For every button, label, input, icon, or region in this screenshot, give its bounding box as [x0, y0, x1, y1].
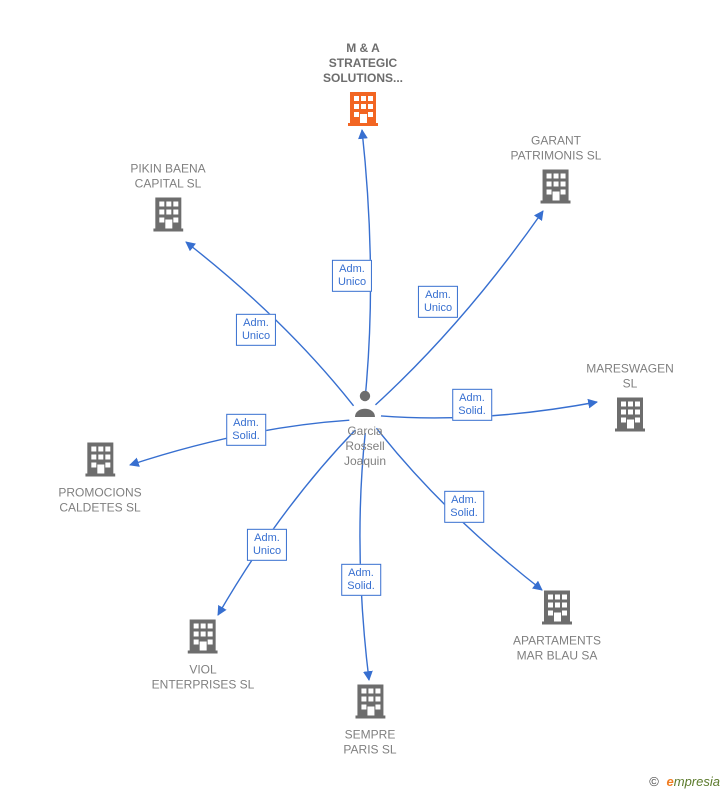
edge-label: Adm. Unico — [418, 286, 458, 318]
edge-label: Adm. Unico — [332, 260, 372, 292]
center-person-node: Garcia Rossell Joaquin — [344, 389, 386, 469]
edge-line — [218, 430, 355, 615]
center-person-label: Garcia Rossell Joaquin — [344, 424, 386, 469]
edge-line — [360, 433, 369, 680]
edge-line — [375, 211, 543, 405]
brand-rest: mpresia — [674, 774, 720, 789]
edge-label: Adm. Solid. — [226, 414, 266, 446]
edge-label: Adm. Solid. — [452, 389, 492, 421]
person-icon — [354, 404, 376, 421]
edge-label: Adm. Solid. — [341, 564, 381, 596]
credit-line: © empresia — [649, 774, 720, 789]
copyright-icon: © — [649, 774, 659, 789]
edge-label: Adm. Unico — [247, 529, 287, 561]
brand-first-letter: e — [667, 774, 674, 789]
edge-label: Adm. Unico — [236, 314, 276, 346]
edge-label: Adm. Solid. — [444, 491, 484, 523]
